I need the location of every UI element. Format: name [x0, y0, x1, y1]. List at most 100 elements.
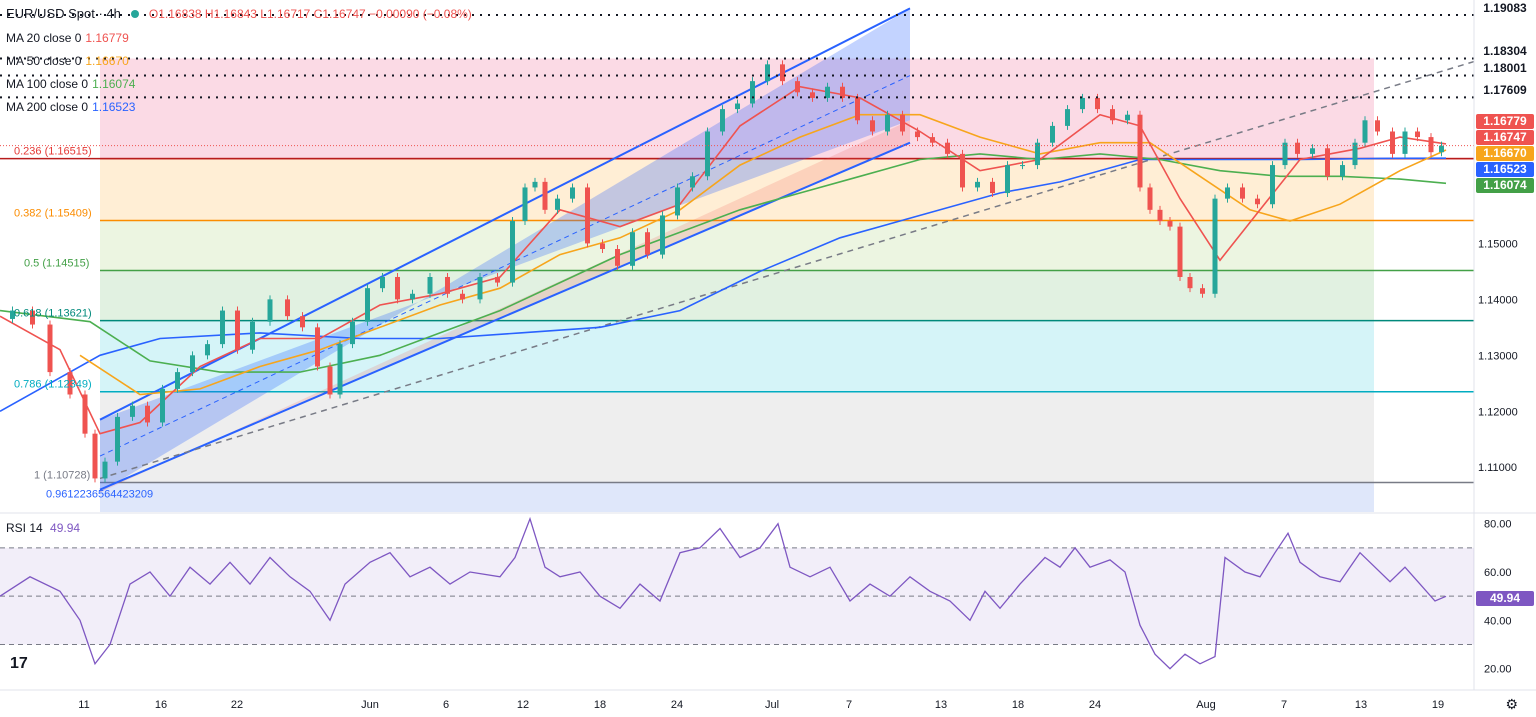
rsi-tick-label: 40.00 [1484, 615, 1512, 627]
candle-body [510, 221, 515, 283]
time-tick-label: 24 [671, 699, 683, 711]
trendline [99, 60, 1475, 480]
price-series [10, 60, 1444, 483]
candle-body [1167, 221, 1173, 227]
level-badge-3: 1.18001 [1476, 61, 1534, 76]
time-tick-label: 18 [594, 699, 606, 711]
fib-label: 0.786 (1.12349) [14, 379, 92, 391]
candle-body [690, 176, 695, 188]
candle-body [1200, 288, 1205, 294]
time-tick-label: 19 [1432, 699, 1444, 711]
candle-body [1270, 165, 1275, 205]
candle-body [532, 181, 538, 188]
candle-body [645, 232, 650, 255]
candle-body [960, 153, 965, 188]
fib-band [100, 220, 1374, 271]
time-tick-label: Jun [361, 699, 379, 711]
time-tick-label: 7 [1281, 699, 1287, 711]
price-tick-label: 1.12000 [1478, 406, 1518, 418]
symbol-title[interactable]: EUR/USD Spot · 4h [6, 6, 121, 21]
candle-body [47, 324, 53, 373]
fib-label: 0.382 (1.15409) [14, 208, 92, 220]
ma200-label: MA 200 close 0 [6, 100, 89, 114]
candle-body [365, 288, 370, 322]
ma100-legend[interactable]: MA 100 close 0 1.16074 [6, 77, 135, 91]
candle-body [585, 187, 590, 244]
ma200-value: 1.16523 [92, 100, 136, 114]
candle-body [205, 344, 210, 356]
candle-body [1402, 131, 1408, 154]
candle-body [30, 310, 35, 325]
channel-fill-lower [100, 120, 910, 493]
candle-body [720, 109, 725, 132]
price-tick-label: 1.11000 [1478, 462, 1517, 474]
time-axis: 11 16 22 Jun 6 12 18 24 Jul 7 13 18 24 Aug 7 13 19 [0, 689, 1536, 711]
time-tick-label: 24 [1089, 699, 1101, 711]
time-tick-label: 16 [155, 699, 167, 711]
candle-body [795, 81, 800, 93]
candle-body [235, 310, 240, 350]
candle-body [1137, 114, 1143, 188]
candle-body [840, 86, 845, 98]
candle-body [780, 64, 785, 82]
candle-body [190, 355, 195, 373]
fib-label: 0.236 (1.16515) [14, 146, 92, 158]
candle-body [477, 276, 483, 300]
candle-body [102, 461, 108, 479]
candle-body [825, 86, 830, 98]
candle-body [750, 81, 755, 104]
candle-body [1050, 125, 1055, 143]
candle-body [1110, 109, 1115, 121]
dashed-trendline [99, 60, 1475, 480]
ma20-legend[interactable]: MA 20 close 0 1.16779 [6, 31, 129, 45]
candle-body [1340, 165, 1345, 177]
ma20-line [0, 85, 1447, 435]
candle-body [10, 310, 15, 319]
candle-body [1177, 226, 1183, 277]
rsi-tick-label: 60.00 [1484, 567, 1512, 579]
rsi-tick-label: 80.00 [1484, 519, 1512, 531]
candle-body [990, 181, 995, 194]
time-tick-label: 11 [78, 699, 89, 711]
candle-body [885, 114, 890, 132]
candle-body [380, 276, 385, 289]
ma200-legend[interactable]: MA 200 close 0 1.16523 [6, 100, 135, 114]
candle-body [675, 187, 680, 216]
candle-body [92, 433, 98, 479]
rsi-legend[interactable]: RSI 14 49.94 [6, 521, 80, 535]
candle-body [630, 232, 635, 266]
candle-body [1125, 114, 1130, 121]
rsi-label: RSI 14 [6, 521, 43, 535]
candle-body [1439, 145, 1444, 153]
ohlc-readout: O1.16838 H1.16843 L1.16717 C1.16747 −0.0… [148, 6, 472, 21]
tradingview-logo[interactable]: 17 [10, 655, 28, 672]
settings-gear-icon[interactable]: ⚙ [1505, 696, 1518, 712]
candle-body [542, 181, 548, 210]
time-tick-label: 13 [1355, 699, 1367, 711]
candle-body [1255, 198, 1260, 205]
candle-body [810, 92, 815, 98]
candle-body [735, 103, 740, 110]
candle-body [175, 372, 180, 389]
time-tick-label: 18 [1012, 699, 1024, 711]
candle-body [267, 299, 273, 322]
ma50-legend[interactable]: MA 50 close 0 1.16670 [6, 54, 129, 68]
time-tick-label: 6 [443, 699, 449, 711]
candle-body [1020, 165, 1025, 167]
candle-body [67, 372, 73, 395]
channel-fill-upper [100, 8, 910, 493]
candle-body [160, 388, 165, 423]
candle-body [82, 394, 88, 434]
candle-body [337, 344, 343, 395]
resistance-levels [0, 13, 1474, 147]
level-badge-1: 1.19083 [1476, 1, 1534, 16]
chart-header: EUR/USD Spot · 4h O1.16838 H1.16843 L1.1… [6, 6, 472, 21]
price-tick-label: 1.13000 [1478, 350, 1518, 362]
candle-body [1005, 165, 1010, 194]
candle-body [705, 131, 710, 177]
rsi-value-badge: 49.94 [1476, 591, 1534, 606]
ma50-label: MA 50 close 0 [6, 54, 82, 68]
candle-body [615, 249, 620, 266]
candle-body [327, 366, 333, 395]
